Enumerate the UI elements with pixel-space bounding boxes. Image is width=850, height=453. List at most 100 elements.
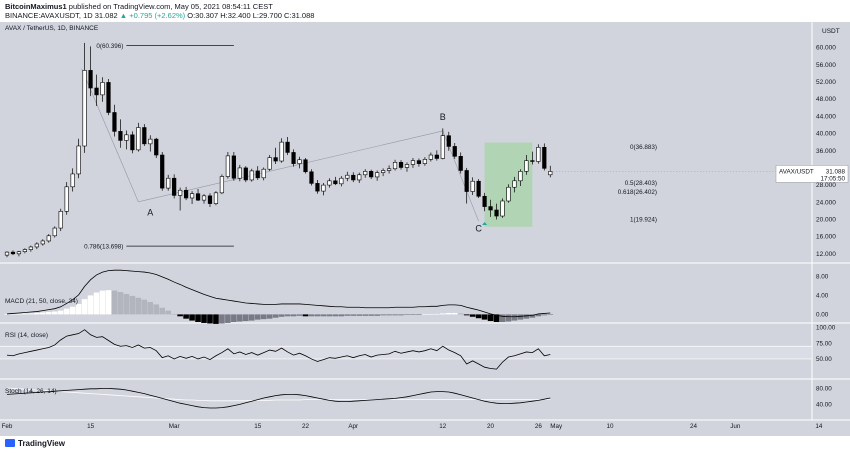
arrow-up-icon xyxy=(482,222,488,226)
time-axis-label: 14 xyxy=(815,423,823,430)
macd-histogram-bar xyxy=(45,312,52,315)
macd-histogram-bar xyxy=(434,313,440,315)
pair-title: AVAX / TetherUS, 1D, BINANCE xyxy=(5,25,99,32)
candle-down xyxy=(351,174,356,181)
tradingview-icon xyxy=(5,439,15,447)
macd-histogram-bar xyxy=(99,290,106,315)
macd-histogram-bar xyxy=(422,314,428,315)
macd-histogram-bar xyxy=(380,314,386,316)
macd-histogram-bar xyxy=(463,314,470,316)
candle-down xyxy=(291,152,296,164)
macd-histogram-bar xyxy=(93,292,100,315)
indicator-tick-label: 0.00 xyxy=(816,312,829,319)
candle-up xyxy=(213,192,219,204)
macd-histogram-bar xyxy=(547,314,554,315)
candle-up xyxy=(357,174,362,181)
candle-up xyxy=(46,235,51,242)
macd-histogram-bar xyxy=(16,313,22,315)
candle-down xyxy=(542,146,547,169)
candle-up xyxy=(34,243,39,248)
price-change: ▲ +0.795 (+2.62%) xyxy=(119,11,186,20)
macd-histogram-bar xyxy=(22,313,28,315)
indicator-tick-label: 50.00 xyxy=(816,356,832,363)
candle-up xyxy=(279,141,284,162)
macd-histogram-bar xyxy=(171,313,177,315)
candle-up xyxy=(225,155,230,177)
candle-up xyxy=(22,249,28,252)
chart-area[interactable]: USDT12.00016.00020.00024.00028.00032.000… xyxy=(0,22,850,436)
candle-down xyxy=(255,170,260,179)
candle-up xyxy=(219,176,225,194)
last-price-symbol: AVAX/USDT xyxy=(779,168,814,175)
candle-down xyxy=(184,189,189,199)
candle-up xyxy=(64,186,69,212)
wave-label: A xyxy=(147,208,153,218)
macd-histogram-bar xyxy=(117,292,124,315)
time-axis-label: 22 xyxy=(302,423,310,430)
macd-histogram-bar xyxy=(248,314,255,321)
macd-histogram-bar xyxy=(326,314,333,317)
candle-up xyxy=(392,162,398,170)
candle-up xyxy=(297,159,302,164)
last-price-value: 31.088 xyxy=(826,168,846,175)
fib-level-label: 0.786(13.698) xyxy=(84,243,123,250)
price-tick-label: 56.000 xyxy=(816,62,836,69)
candle-down xyxy=(285,141,290,153)
macd-histogram-bar xyxy=(195,314,201,322)
macd-histogram-bar xyxy=(374,314,380,316)
macd-histogram-bar xyxy=(398,314,404,316)
wave-label: B xyxy=(440,112,446,122)
candle-up xyxy=(440,135,445,159)
price-tick-label: 20.000 xyxy=(816,217,836,224)
time-axis-label: May xyxy=(550,423,563,430)
wave-label: C xyxy=(475,223,482,233)
candle-down xyxy=(273,157,278,162)
macd-histogram-bar xyxy=(416,314,422,315)
candle-up xyxy=(52,227,57,237)
chart-svg[interactable]: USDT12.00016.00020.00024.00028.00032.000… xyxy=(0,22,850,436)
indicator-tick-label: 100.00 xyxy=(816,324,836,331)
macd-histogram-bar xyxy=(81,299,88,315)
indicator-tick-label: 80.00 xyxy=(816,385,832,392)
candle-down xyxy=(446,135,451,147)
candle-up xyxy=(524,160,529,172)
indicator-tick-label: 40.00 xyxy=(816,401,832,408)
candle-down xyxy=(494,209,499,217)
tradingview-logo[interactable]: TradingView xyxy=(5,439,65,448)
macd-histogram-bar xyxy=(404,314,410,315)
macd-histogram-bar xyxy=(541,314,548,316)
stoch-k-line xyxy=(6,387,551,409)
macd-histogram-bar xyxy=(10,313,16,315)
macd-histogram-bar xyxy=(165,310,171,315)
macd-histogram-bar xyxy=(129,295,136,315)
fib-level-label: 1(19.924) xyxy=(630,217,657,224)
trend-line xyxy=(81,68,139,202)
macd-histogram-bar xyxy=(487,314,494,322)
macd-histogram-bar xyxy=(69,306,76,315)
macd-histogram-bar xyxy=(189,314,195,321)
candle-down xyxy=(369,171,374,178)
candle-down xyxy=(172,177,177,196)
macd-histogram-bar xyxy=(219,314,225,324)
price-tick-label: 52.000 xyxy=(816,79,836,86)
author-name[interactable]: BitcoinMaximus1 xyxy=(5,2,67,11)
trend-line xyxy=(138,130,443,203)
price-axis-unit: USDT xyxy=(822,28,840,35)
macd-histogram-bar xyxy=(213,314,219,324)
candle-down xyxy=(94,87,99,96)
candle-up xyxy=(345,174,350,179)
time-axis-label: Feb xyxy=(2,423,13,430)
candle-down xyxy=(530,160,535,162)
candle-up xyxy=(327,180,332,186)
macd-histogram-bar xyxy=(499,314,506,322)
stoch-d-line xyxy=(6,387,551,402)
candle-up xyxy=(76,145,81,175)
macd-histogram-bar xyxy=(75,303,82,315)
time-axis-label: 24 xyxy=(690,423,698,430)
candle-down xyxy=(333,180,338,185)
candle-down xyxy=(309,171,314,184)
candle-up xyxy=(375,172,380,178)
macd-histogram-bar xyxy=(87,295,94,315)
candle-up xyxy=(470,180,475,192)
macd-histogram-bar xyxy=(284,314,291,317)
